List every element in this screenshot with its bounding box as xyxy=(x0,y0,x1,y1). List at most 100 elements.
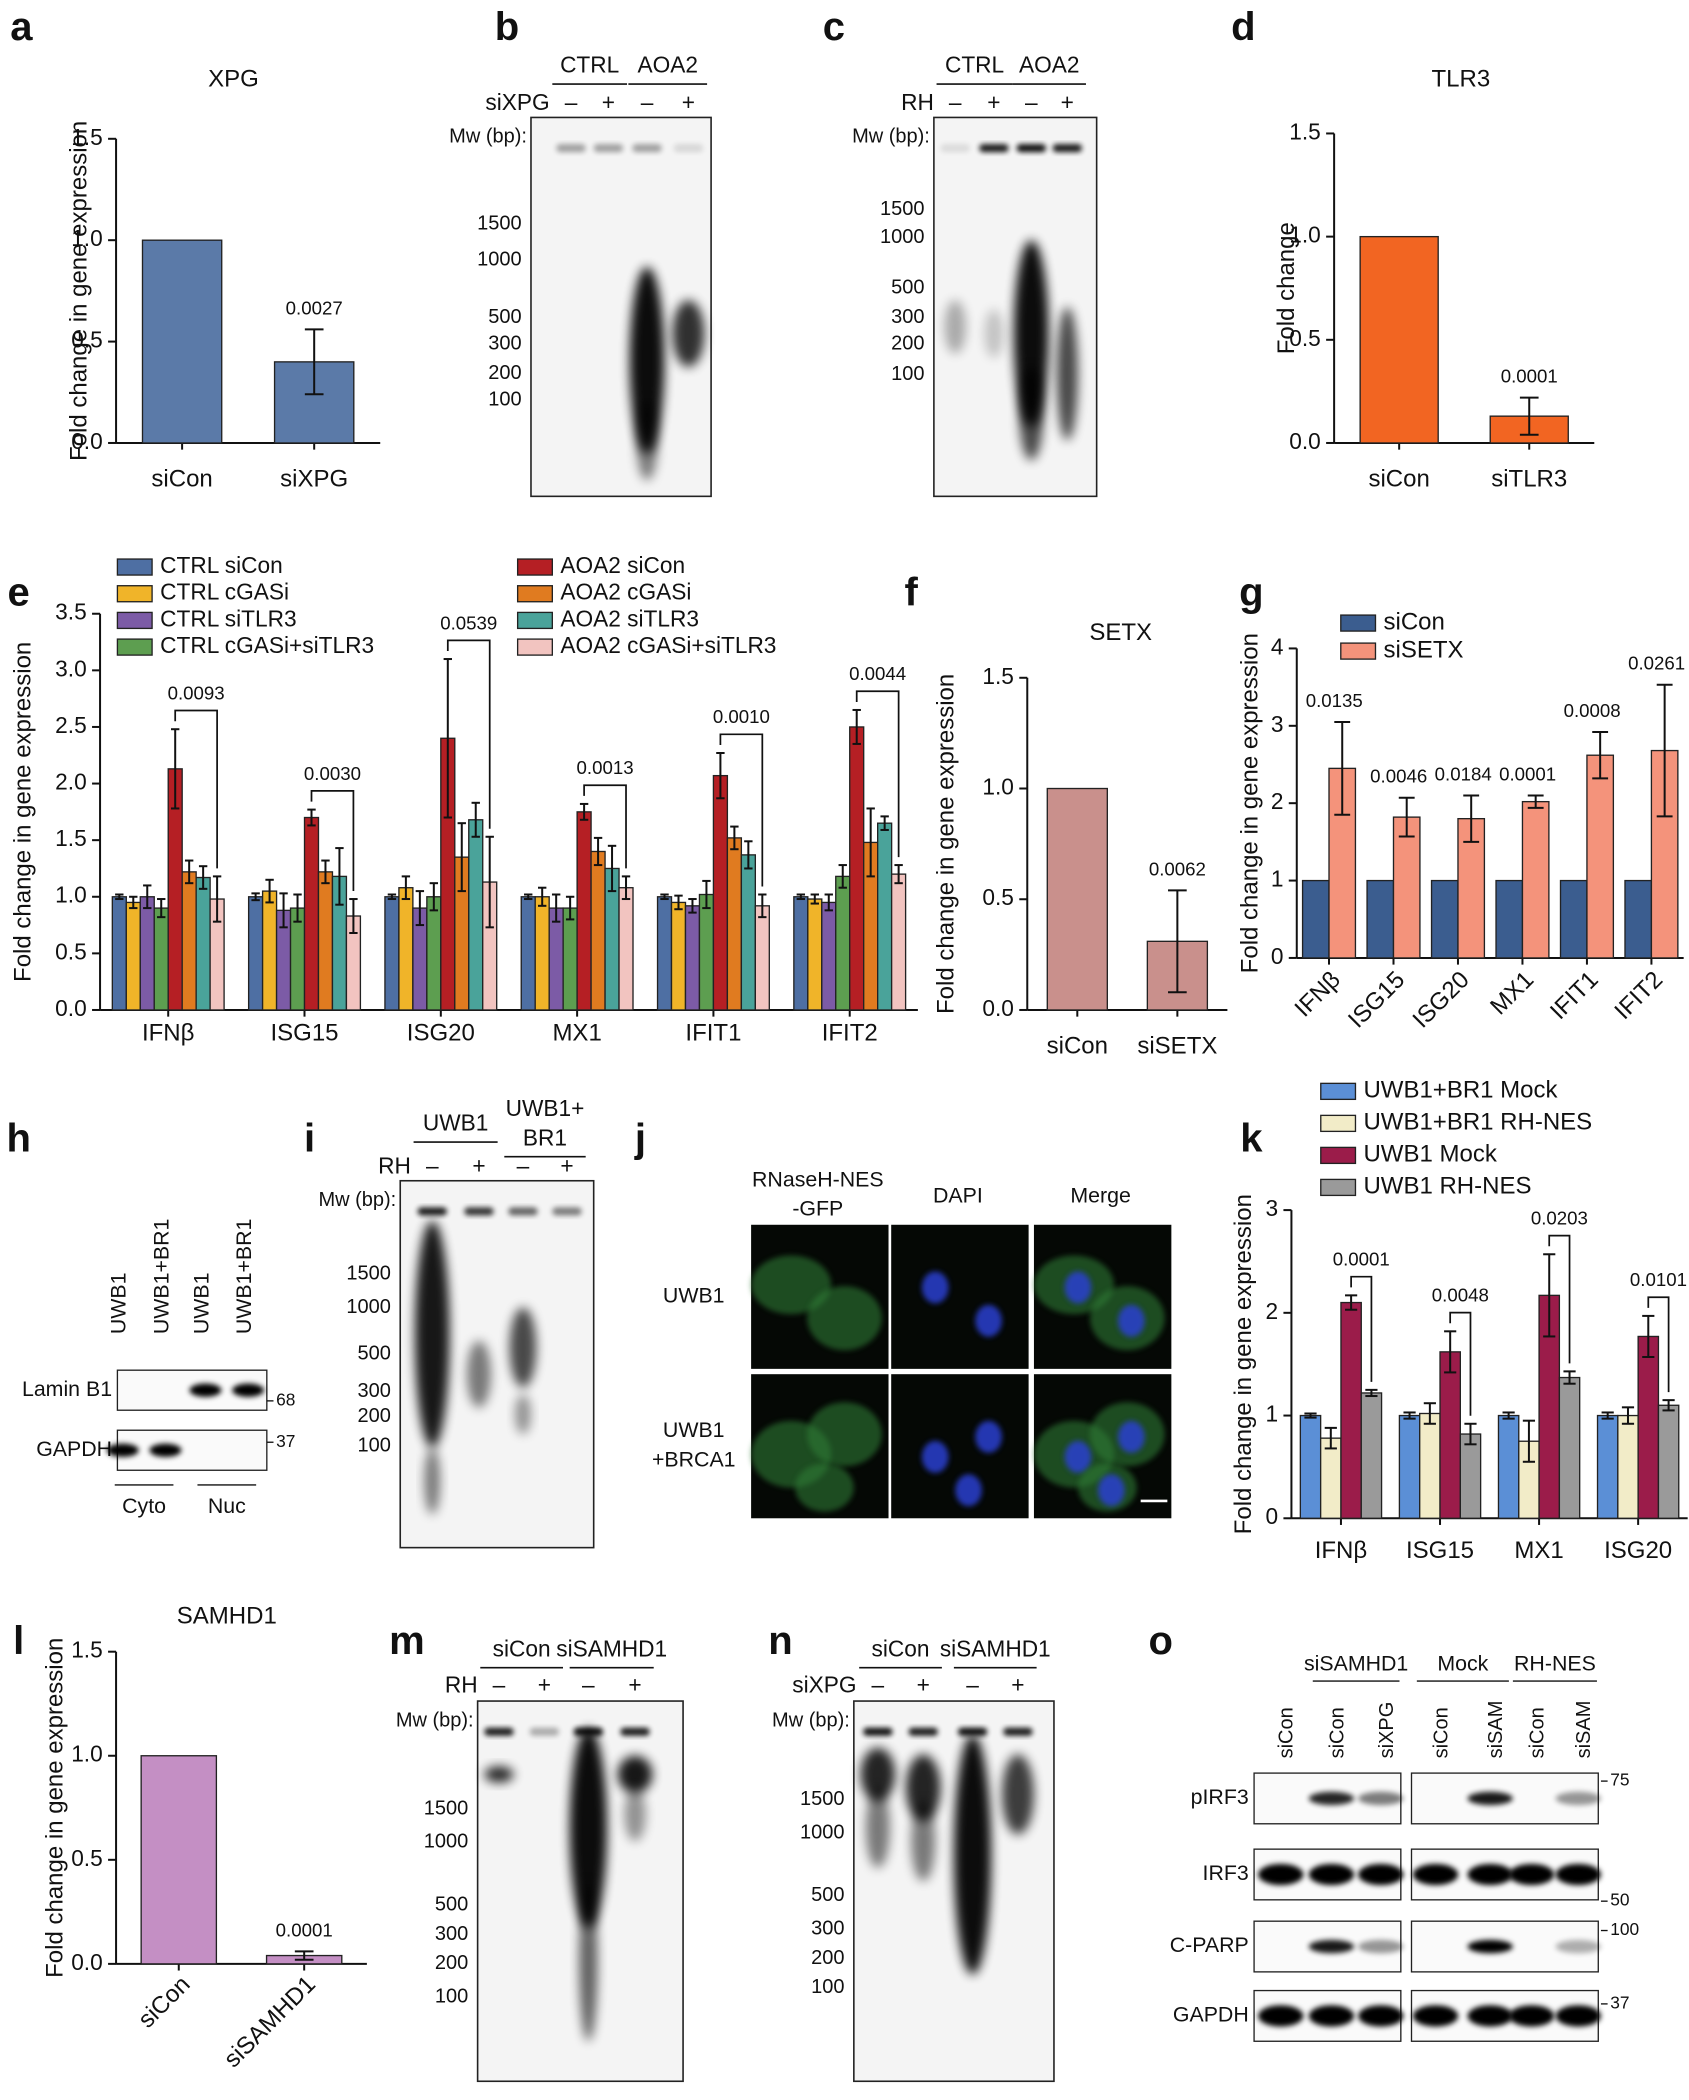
error-bar xyxy=(702,879,711,910)
blot-band xyxy=(1258,2005,1304,2027)
significance-bracket xyxy=(855,690,900,858)
error-bar xyxy=(251,892,260,902)
y-tick-label: 0 xyxy=(1265,1503,1278,1529)
size-marker: 100 xyxy=(811,1976,844,1998)
p-value: 0.0048 xyxy=(1432,1285,1489,1306)
blot-band xyxy=(149,1443,182,1457)
lane-sign: + xyxy=(628,1671,641,1697)
blot-band xyxy=(1308,1791,1355,1806)
bar xyxy=(1430,879,1459,959)
y-tick-label: 1.5 xyxy=(71,124,103,150)
x-tick-label: IFNβ xyxy=(142,1019,194,1046)
chart-title: SAMHD1 xyxy=(177,1602,277,1629)
fraction-label: Cyto xyxy=(122,1494,166,1518)
x-tick-label: siTLR3 xyxy=(1491,466,1567,493)
p-value: 0.0044 xyxy=(849,663,906,684)
error-bar xyxy=(279,892,288,929)
micrograph xyxy=(891,1224,1029,1369)
row-label: GAPDH xyxy=(36,1437,112,1461)
gel-smear xyxy=(636,400,658,481)
mw-label: Mw (bp): xyxy=(396,1709,474,1731)
size-marker: 1000 xyxy=(424,1831,468,1853)
y-tick-label: 1.0 xyxy=(71,225,103,251)
error-bar xyxy=(1527,794,1544,809)
size-marker: 1500 xyxy=(346,1262,391,1284)
lane-label: siCon xyxy=(1430,1707,1452,1758)
treatment-label: siXPG xyxy=(485,89,549,115)
bar xyxy=(1558,1376,1581,1519)
gel-smear xyxy=(1056,306,1078,441)
size-marker: 300 xyxy=(891,306,924,328)
significance-bracket xyxy=(1647,1296,1670,1393)
blot-band xyxy=(1412,1863,1459,1886)
gel-smear xyxy=(629,266,665,454)
lane-sign: – xyxy=(493,1671,506,1697)
y-tick-label: 4 xyxy=(1271,633,1284,659)
legend-label: CTRL cGASi xyxy=(160,579,289,605)
size-marker: 200 xyxy=(891,333,924,355)
legend-swatch xyxy=(1340,614,1377,632)
y-axis-label: Fold change in gene expression xyxy=(65,121,92,461)
lane-label: siCon xyxy=(1326,1707,1348,1758)
bar xyxy=(576,811,592,1011)
p-value: 0.0203 xyxy=(1531,1208,1588,1229)
legend-swatch xyxy=(116,585,153,603)
legend-swatch xyxy=(116,638,153,656)
x-tick-label: ISG15 xyxy=(1406,1537,1474,1564)
row-label: +BRCA1 xyxy=(652,1448,736,1472)
gel-well xyxy=(620,1727,650,1736)
gel-well xyxy=(957,1727,988,1736)
lane-sign: – xyxy=(872,1671,885,1697)
nucleus-dapi xyxy=(921,1271,949,1304)
bar xyxy=(548,907,564,1011)
y-axis-label: Fold change in gene expression xyxy=(933,674,960,1014)
panel-letter: l xyxy=(13,1619,24,1663)
y-tick-label: 2.5 xyxy=(55,712,87,738)
legend-swatch xyxy=(516,585,553,603)
error-bar xyxy=(321,859,330,885)
bar xyxy=(317,871,334,1011)
blot-band xyxy=(1555,2005,1601,2027)
gel-smear xyxy=(484,1766,514,1783)
error-bar xyxy=(457,822,466,893)
row-label: IRF3 xyxy=(1203,1861,1249,1885)
y-tick-label: 0.0 xyxy=(71,428,103,454)
blot-band xyxy=(106,1443,139,1457)
bar xyxy=(1637,1335,1660,1519)
mw-marker: 50 xyxy=(1610,1890,1629,1910)
error-bar xyxy=(607,844,617,893)
bar xyxy=(670,901,687,1011)
y-tick-label: 2 xyxy=(1271,788,1284,814)
error-bar xyxy=(1463,794,1480,843)
lane-label: siCon xyxy=(1527,1707,1549,1758)
p-value: 0.0027 xyxy=(286,297,343,318)
cell-gfp xyxy=(795,1463,854,1512)
blot-band xyxy=(1555,1791,1601,1806)
bar xyxy=(426,896,442,1011)
bar xyxy=(1366,879,1395,959)
size-marker: 500 xyxy=(358,1342,391,1364)
error-bar xyxy=(730,825,739,851)
error-bar xyxy=(838,864,847,889)
error-bar xyxy=(115,893,124,901)
cell-gfp xyxy=(751,1255,832,1315)
error-bar xyxy=(660,893,669,901)
group-label: Mock xyxy=(1437,1652,1488,1676)
nucleus-dapi xyxy=(1064,1440,1092,1473)
size-marker: 300 xyxy=(435,1923,468,1945)
blot-band xyxy=(232,1383,265,1397)
fraction-label: Nuc xyxy=(208,1494,246,1518)
gel-smear xyxy=(1013,240,1049,427)
gel-smear xyxy=(569,1727,608,1928)
error-bar xyxy=(1304,1412,1317,1419)
lane-sign: + xyxy=(987,89,1000,115)
bar xyxy=(1497,1414,1520,1519)
error-bar xyxy=(1519,396,1539,436)
bar xyxy=(849,726,865,1011)
size-marker: 1500 xyxy=(880,198,924,220)
legend-swatch xyxy=(116,558,153,576)
error-bar xyxy=(184,859,194,885)
error-bar xyxy=(1621,1406,1635,1425)
bar xyxy=(1617,1414,1639,1519)
